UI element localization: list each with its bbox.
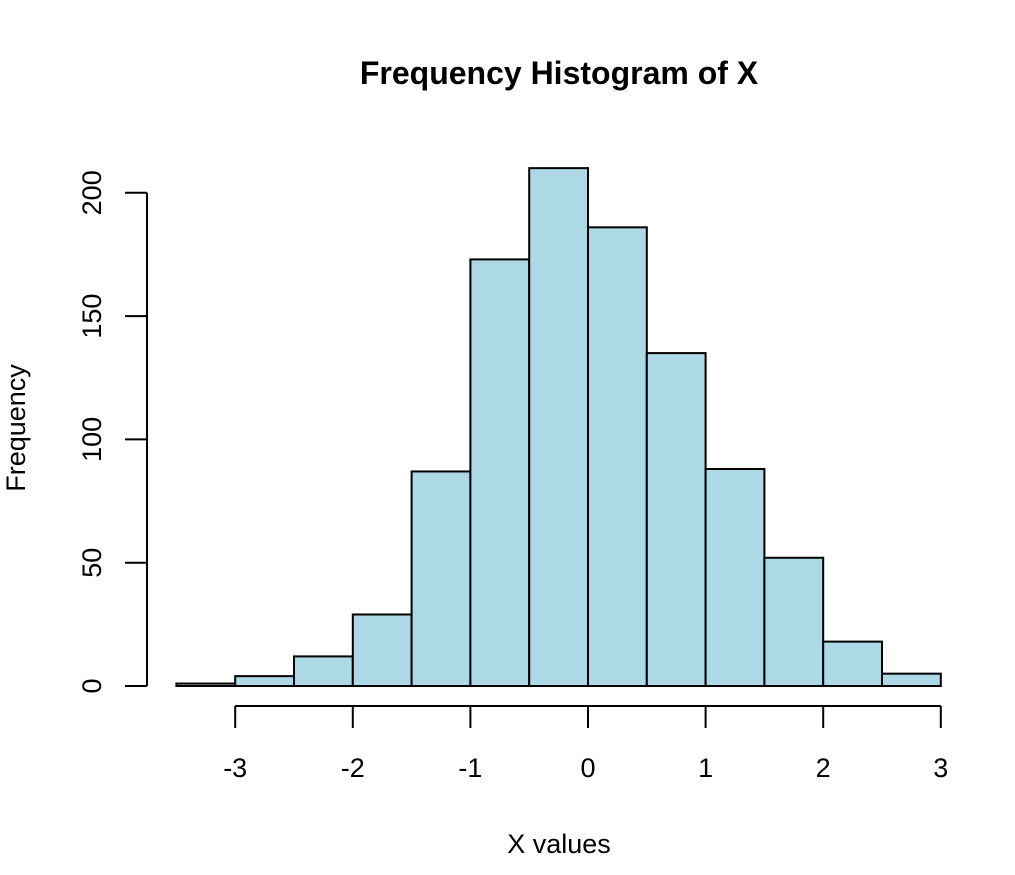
x-tick-label: 0 bbox=[580, 753, 595, 783]
y-tick-label: 200 bbox=[77, 170, 107, 215]
y-tick-label: 150 bbox=[77, 294, 107, 339]
histogram-bar bbox=[175, 682, 237, 687]
histogram-bar bbox=[410, 470, 472, 688]
y-tick-label: 0 bbox=[77, 678, 107, 693]
histogram-bar bbox=[822, 640, 884, 687]
histogram-bar bbox=[234, 675, 295, 687]
histogram-bar bbox=[293, 655, 354, 688]
histogram-bar bbox=[645, 352, 707, 687]
histogram-bar bbox=[763, 556, 825, 687]
x-tick-label: 1 bbox=[698, 753, 713, 783]
x-tick-label: 3 bbox=[933, 753, 948, 783]
histogram-bar bbox=[587, 226, 648, 687]
histogram-bar bbox=[351, 613, 413, 688]
y-axis-label: Frequency bbox=[1, 364, 31, 492]
x-tick-label: 2 bbox=[816, 753, 831, 783]
x-axis-label: X values bbox=[507, 829, 611, 859]
histogram-bar bbox=[704, 467, 766, 687]
chart-title: Frequency Histogram of X bbox=[360, 55, 759, 91]
histogram-bar bbox=[528, 167, 590, 687]
x-tick-label: -3 bbox=[223, 753, 247, 783]
x-tick-label: -2 bbox=[341, 753, 365, 783]
y-axis: 0 50 100 150 200 bbox=[77, 170, 148, 694]
y-tick-label: 50 bbox=[77, 548, 107, 578]
x-tick-label: -1 bbox=[458, 753, 482, 783]
y-tick-label: 100 bbox=[77, 417, 107, 462]
histogram-bar bbox=[469, 258, 531, 687]
histogram-bar bbox=[881, 672, 942, 687]
x-axis: -3 -2 -1 0 1 2 3 bbox=[223, 705, 948, 783]
bars-group bbox=[175, 167, 942, 688]
